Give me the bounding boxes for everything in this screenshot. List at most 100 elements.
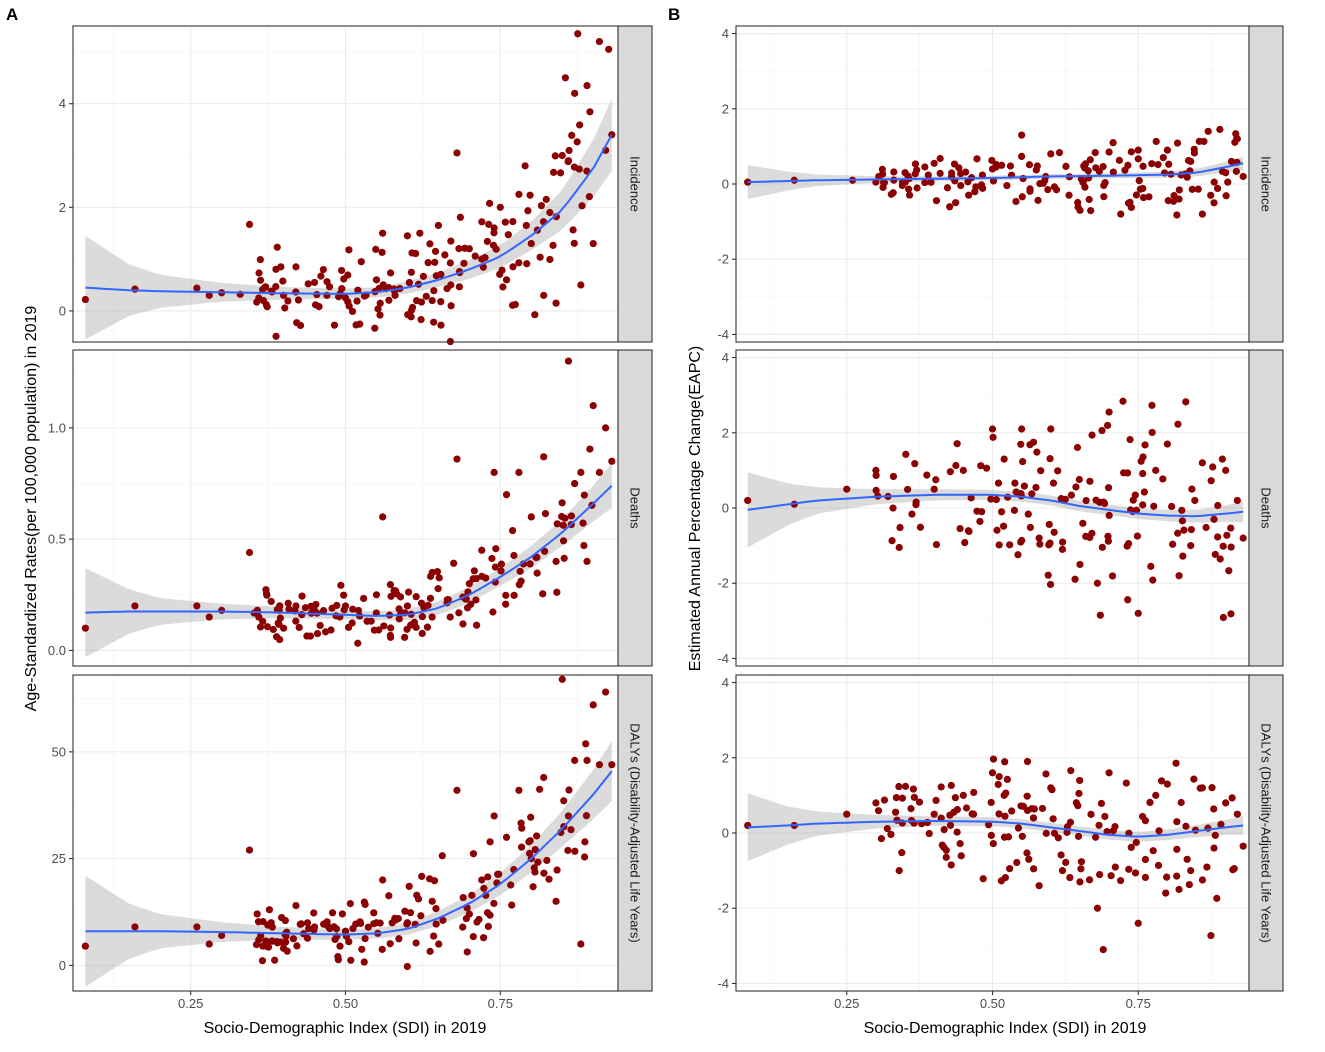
data-point	[602, 688, 610, 696]
data-point	[269, 625, 277, 634]
data-point	[1092, 496, 1100, 504]
data-point	[1081, 183, 1089, 191]
data-point	[992, 160, 1000, 169]
data-point	[989, 433, 997, 441]
data-point	[1224, 178, 1232, 186]
data-point	[245, 220, 254, 229]
data-point	[272, 282, 280, 291]
data-point	[317, 272, 325, 280]
data-point	[303, 919, 312, 927]
data-point	[586, 108, 594, 116]
data-point	[1187, 867, 1195, 875]
data-point	[361, 934, 369, 943]
data-point	[490, 812, 498, 820]
data-point	[386, 633, 395, 641]
data-point	[1076, 878, 1084, 886]
data-point	[298, 592, 306, 600]
data-point	[497, 560, 506, 568]
data-point	[1210, 199, 1218, 207]
data-point	[450, 559, 458, 567]
data-point	[387, 592, 395, 600]
data-point	[1033, 448, 1041, 456]
data-point	[1145, 193, 1153, 201]
data-point	[441, 251, 449, 259]
data-point	[1132, 191, 1141, 199]
data-point	[936, 154, 944, 163]
data-point	[277, 263, 285, 271]
data-point	[898, 794, 906, 802]
data-point	[1210, 178, 1218, 186]
data-point	[1173, 818, 1181, 826]
data-point	[540, 291, 548, 299]
data-point	[380, 622, 388, 630]
data-point	[567, 512, 576, 520]
data-point	[1014, 824, 1023, 832]
data-point	[395, 615, 403, 623]
data-point	[569, 226, 577, 234]
y-tick-label: 4	[722, 350, 729, 365]
data-point	[268, 923, 276, 931]
data-point	[455, 283, 463, 291]
data-point	[360, 898, 368, 906]
data-point	[962, 804, 971, 812]
data-point	[276, 635, 284, 644]
data-point	[910, 793, 918, 801]
data-point	[385, 892, 393, 900]
data-point	[1074, 198, 1082, 207]
data-point	[511, 300, 519, 309]
data-point	[407, 306, 416, 314]
data-point	[585, 193, 593, 201]
data-point	[298, 611, 306, 619]
data-point	[416, 229, 424, 237]
data-point	[499, 283, 507, 291]
data-point	[81, 624, 89, 632]
panel-label-a: A	[6, 5, 18, 24]
data-point	[434, 585, 442, 593]
data-point	[586, 445, 594, 453]
data-point	[1146, 798, 1154, 807]
data-point	[1082, 496, 1090, 505]
data-point	[526, 849, 534, 858]
data-point	[1086, 477, 1094, 485]
data-point	[401, 907, 409, 915]
y-tick-label: -4	[717, 976, 729, 991]
data-point	[328, 909, 337, 917]
data-point	[1183, 855, 1191, 863]
data-point	[434, 221, 442, 230]
data-point	[437, 298, 445, 306]
x-tick-label: 0.75	[1126, 996, 1151, 1011]
data-point	[909, 785, 917, 793]
data-point	[527, 239, 535, 248]
y-tick-label: 2	[59, 200, 66, 215]
data-point	[1148, 401, 1156, 409]
data-point	[1004, 833, 1013, 841]
data-point	[517, 843, 526, 851]
data-point	[927, 178, 935, 186]
data-point	[1023, 792, 1031, 800]
data-point	[336, 942, 344, 950]
data-point	[999, 522, 1008, 530]
y-tick-label: 4	[722, 675, 729, 690]
data-point	[478, 218, 486, 226]
data-point	[843, 810, 851, 818]
data-point	[1165, 160, 1173, 168]
data-point	[1046, 455, 1054, 463]
data-point	[959, 791, 967, 799]
data-point	[1099, 946, 1107, 954]
data-point	[571, 847, 579, 855]
data-point	[510, 551, 518, 560]
data-point	[483, 237, 491, 246]
data-point	[468, 891, 476, 899]
data-point	[1239, 842, 1247, 850]
data-point	[509, 217, 517, 226]
data-point	[581, 838, 589, 846]
data-point	[872, 471, 880, 480]
data-point	[378, 248, 386, 256]
data-point	[403, 920, 411, 928]
data-point	[193, 284, 201, 292]
data-point	[1026, 187, 1034, 195]
data-point	[892, 794, 900, 802]
data-point	[357, 258, 365, 266]
data-point	[353, 297, 361, 305]
data-point	[437, 321, 445, 329]
